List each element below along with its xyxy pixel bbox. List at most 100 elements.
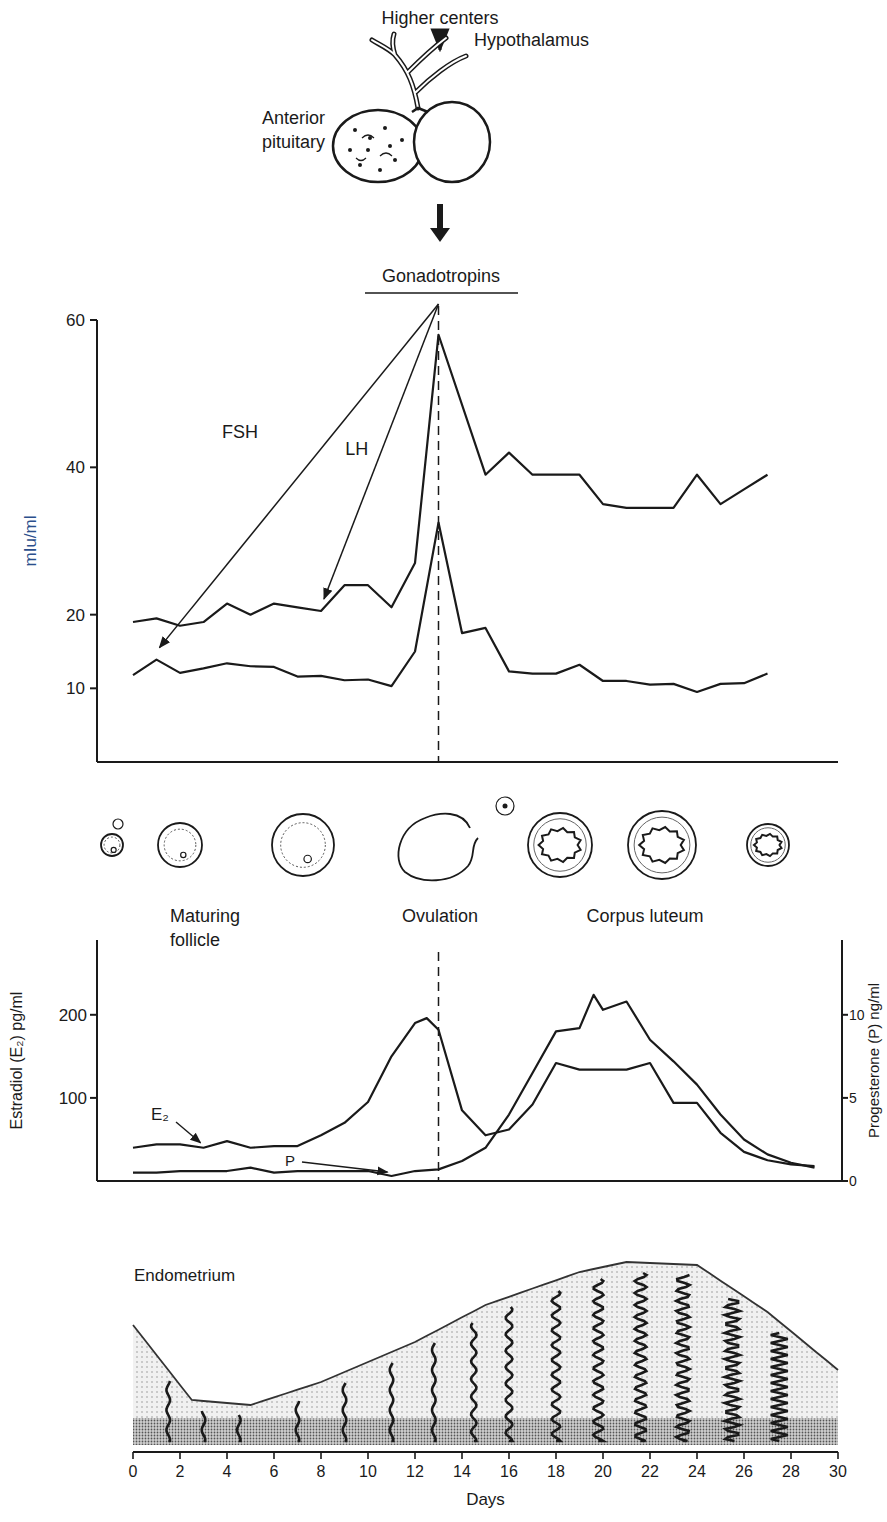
y2-tick <box>842 1180 848 1182</box>
x-tick-label: 18 <box>547 1463 565 1480</box>
series-line <box>133 523 768 692</box>
y-tick <box>90 1014 97 1016</box>
luteal-wall <box>534 819 586 871</box>
gland <box>390 1363 393 1441</box>
x-tick <box>320 1452 322 1459</box>
hypothalamus-label: Hypothalamus <box>474 30 589 50</box>
x-tick <box>179 1452 181 1459</box>
follicle <box>528 813 592 877</box>
series-label: FSH <box>222 422 258 442</box>
e2-arrow <box>176 1122 201 1143</box>
x-tick <box>367 1452 369 1459</box>
gland <box>432 1343 435 1441</box>
cell <box>366 148 370 152</box>
released-ovum <box>496 797 514 815</box>
x-tick-label: 20 <box>594 1463 612 1480</box>
gland <box>471 1323 477 1441</box>
fsh-arrow <box>160 304 439 648</box>
luteal-folds <box>639 827 684 863</box>
follicle-layer <box>164 829 196 861</box>
luteal-wall <box>634 817 690 873</box>
y-tick-label: 200 <box>59 1006 87 1025</box>
y-axis <box>96 320 98 762</box>
gland <box>237 1415 241 1441</box>
cell-texture <box>356 135 392 161</box>
x-axis <box>97 1180 842 1182</box>
luteal-wall <box>751 828 785 862</box>
label-line: pituitary <box>262 132 325 152</box>
series-label: LH <box>345 439 368 459</box>
gland <box>167 1381 171 1441</box>
x-tick <box>226 1452 228 1459</box>
x-tick <box>837 1452 839 1459</box>
posterior-lobe <box>414 102 490 182</box>
y2-axis-title: Progesterone (P) ng/ml <box>865 983 882 1138</box>
higher-centers: Higher centers <box>381 8 498 28</box>
x-tick-label: 2 <box>176 1463 185 1480</box>
cell <box>400 138 404 142</box>
label-line: follicle <box>170 930 220 950</box>
x-tick-label: 12 <box>406 1463 424 1480</box>
y-tick <box>90 1097 97 1099</box>
label-line: Maturing <box>170 906 240 926</box>
figure: Higher centersHypothalamusAnteriorpituit… <box>0 0 887 1522</box>
plot-area <box>133 952 815 1181</box>
gland <box>725 1299 740 1441</box>
y-axis-title: Estradiol (E₂) pg/ml <box>8 992 25 1130</box>
follicle-stage-label: Maturing follicle <box>170 906 240 950</box>
follicle <box>628 811 696 879</box>
gland <box>676 1275 689 1441</box>
cell <box>383 126 387 130</box>
endometrium-label: Endometrium <box>134 1266 235 1285</box>
series-label: E₂ <box>151 1105 169 1124</box>
hypothalamus-shape-inner <box>372 34 466 108</box>
x-tick <box>696 1452 698 1459</box>
x-tick-label: 30 <box>829 1463 847 1480</box>
x-tick <box>414 1452 416 1459</box>
y-tick-label: 100 <box>59 1089 87 1108</box>
cell <box>378 168 382 172</box>
follicle <box>101 834 123 856</box>
x-tick-label: 16 <box>500 1463 518 1480</box>
x-tick-label: 24 <box>688 1463 706 1480</box>
chart-title: Gonadotropins <box>382 266 500 286</box>
y-axis-title: mIu/ml <box>21 516 40 567</box>
x-tick-label: 22 <box>641 1463 659 1480</box>
y2-tick-label: 0 <box>849 1173 857 1189</box>
gland <box>202 1411 205 1441</box>
y-tick-label: 20 <box>66 606 85 625</box>
gland <box>506 1307 513 1441</box>
cell <box>393 158 397 162</box>
ovum-nucleus <box>503 804 508 809</box>
gland <box>635 1273 647 1441</box>
cell <box>358 163 362 167</box>
y-tick <box>90 319 97 321</box>
y2-tick <box>842 1097 848 1099</box>
y2-tick-label: 5 <box>849 1090 857 1106</box>
ruptured-follicle <box>398 814 478 881</box>
follicle-layer <box>104 837 120 853</box>
gland <box>552 1291 561 1441</box>
x-tick-label: 0 <box>129 1463 138 1480</box>
follicle <box>272 814 334 876</box>
series-line <box>133 995 815 1176</box>
y-tick-label: 40 <box>66 458 85 477</box>
stalk <box>412 108 428 112</box>
y2-axis <box>841 940 843 1181</box>
x-tick <box>132 1452 134 1459</box>
cell <box>348 148 352 152</box>
gland <box>296 1401 299 1441</box>
follicle <box>158 823 202 867</box>
x-tick <box>555 1452 557 1459</box>
x-tick-label: 8 <box>317 1463 326 1480</box>
x-axis <box>97 761 838 763</box>
y-axis <box>96 940 98 1181</box>
follicle-stage-label: Corpus luteum <box>586 906 703 926</box>
y-tick <box>90 614 97 616</box>
x-tick-label: 26 <box>735 1463 753 1480</box>
y-tick-label: 60 <box>66 311 85 330</box>
gland <box>343 1383 346 1441</box>
y-tick-label: 10 <box>66 679 85 698</box>
ovulation-line <box>438 952 440 1181</box>
lh-arrow <box>324 304 439 599</box>
